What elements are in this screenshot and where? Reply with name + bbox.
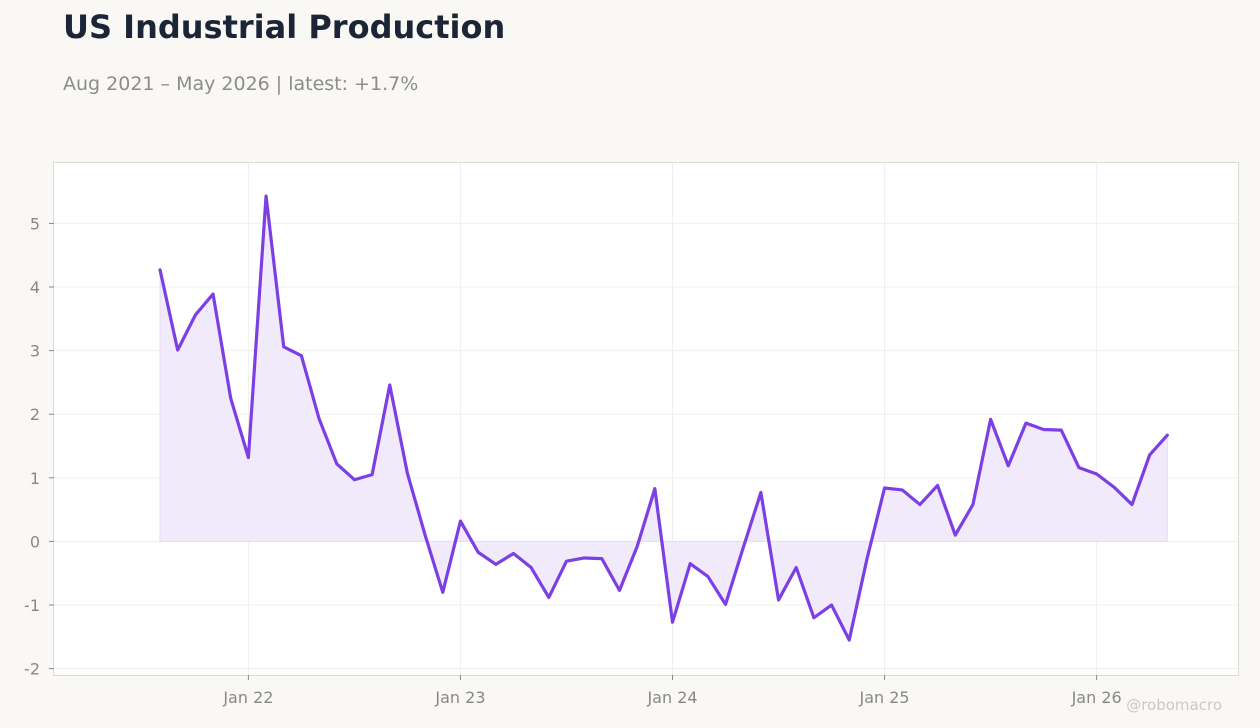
data-point bbox=[759, 490, 763, 494]
data-point bbox=[900, 488, 904, 492]
data-point bbox=[158, 268, 162, 272]
data-point bbox=[706, 574, 710, 578]
data-point bbox=[511, 552, 515, 556]
data-point bbox=[176, 348, 180, 352]
data-point bbox=[936, 483, 940, 487]
data-point bbox=[423, 533, 427, 537]
data-point bbox=[918, 503, 922, 507]
data-point bbox=[1042, 427, 1046, 431]
data-point bbox=[494, 562, 498, 566]
data-point bbox=[458, 519, 462, 523]
data-point bbox=[1095, 472, 1099, 476]
data-point bbox=[229, 396, 233, 400]
data-point bbox=[989, 417, 993, 421]
data-point bbox=[547, 595, 551, 599]
data-point bbox=[953, 533, 957, 537]
y-tick-label: 3 bbox=[30, 342, 40, 361]
chart-title: US Industrial Production bbox=[63, 8, 506, 46]
data-point bbox=[352, 478, 356, 482]
data-point bbox=[724, 602, 728, 606]
x-tick-label: Jan 25 bbox=[859, 688, 910, 707]
data-point bbox=[582, 556, 586, 560]
data-point bbox=[883, 486, 887, 490]
y-tick-label: -1 bbox=[24, 596, 40, 615]
y-tick-label: 5 bbox=[30, 214, 40, 233]
data-point bbox=[1130, 503, 1134, 507]
data-point bbox=[653, 487, 657, 491]
data-point bbox=[1024, 421, 1028, 425]
data-point bbox=[282, 345, 286, 349]
data-point bbox=[635, 545, 639, 549]
data-point bbox=[971, 503, 975, 507]
data-point bbox=[211, 292, 215, 296]
series-line bbox=[158, 194, 1169, 642]
data-point bbox=[1165, 433, 1169, 437]
data-point bbox=[777, 598, 781, 602]
y-tick-label: 0 bbox=[30, 532, 40, 551]
data-point bbox=[564, 559, 568, 563]
data-point bbox=[1148, 453, 1152, 457]
data-point bbox=[865, 557, 869, 561]
x-tick-label: Jan 22 bbox=[222, 688, 273, 707]
y-tick-label: 1 bbox=[30, 469, 40, 488]
data-point bbox=[193, 313, 197, 317]
data-point bbox=[830, 603, 834, 607]
data-point bbox=[299, 354, 303, 358]
data-point bbox=[335, 462, 339, 466]
data-point bbox=[617, 588, 621, 592]
y-tick-label: 2 bbox=[30, 405, 40, 424]
data-point bbox=[317, 417, 321, 421]
data-point bbox=[1112, 485, 1116, 489]
data-point bbox=[529, 566, 533, 570]
data-point bbox=[441, 590, 445, 594]
x-tick-label: Jan 24 bbox=[646, 688, 697, 707]
data-point bbox=[388, 383, 392, 387]
data-point bbox=[246, 455, 250, 459]
data-point bbox=[1059, 428, 1063, 432]
y-tick-label: -2 bbox=[24, 660, 40, 679]
data-point bbox=[1077, 466, 1081, 470]
chart-subtitle: Aug 2021 – May 2026 | latest: +1.7% bbox=[63, 73, 419, 95]
data-point bbox=[1006, 464, 1010, 468]
y-tick-label: 4 bbox=[30, 278, 40, 297]
data-point bbox=[264, 194, 268, 198]
x-tick-label: Jan 23 bbox=[434, 688, 485, 707]
data-point bbox=[405, 471, 409, 475]
data-point bbox=[847, 638, 851, 642]
data-point bbox=[794, 566, 798, 570]
watermark: @robomacro bbox=[1126, 696, 1222, 714]
data-point bbox=[688, 562, 692, 566]
y-axis-ticks: -2 -1 0 1 2 3 4 5 bbox=[24, 214, 54, 679]
x-axis-ticks: Jan 22 Jan 23 Jan 24 Jan 25 Jan 26 bbox=[222, 675, 1122, 707]
line-layer bbox=[158, 194, 1169, 642]
data-point bbox=[671, 620, 675, 624]
x-tick-label: Jan 26 bbox=[1071, 688, 1122, 707]
data-point bbox=[370, 473, 374, 477]
data-point bbox=[812, 616, 816, 620]
data-point bbox=[476, 550, 480, 554]
data-point bbox=[600, 557, 604, 561]
data-point bbox=[741, 546, 745, 550]
